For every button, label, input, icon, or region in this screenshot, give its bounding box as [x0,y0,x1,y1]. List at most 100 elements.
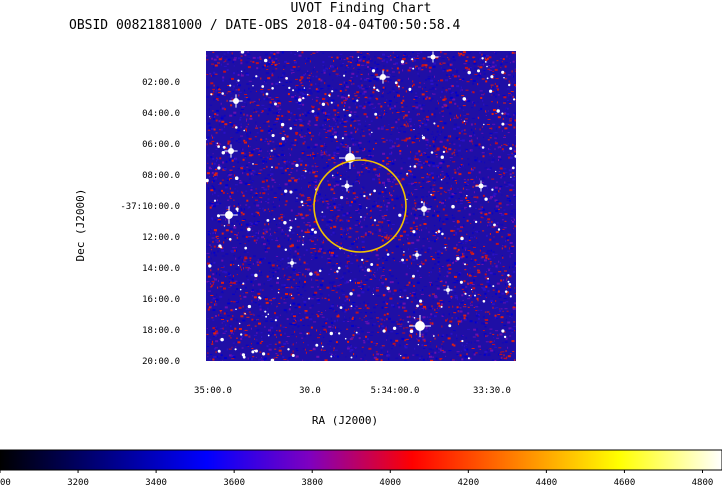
noise-speck [247,53,251,55]
noise-speck [309,297,312,299]
noise-speck [462,187,464,190]
noise-speck [395,339,399,342]
noise-speck [448,237,450,240]
noise-speck [386,205,389,208]
noise-speck [417,72,419,75]
noise-speck [333,119,335,121]
noise-speck [392,197,396,200]
noise-speck [243,153,247,155]
noise-speck [464,66,468,69]
noise-speck [292,191,294,193]
noise-speck [251,318,254,321]
noise-speck [212,277,215,279]
noise-speck [466,348,469,351]
noise-speck [405,359,408,361]
noise-speck [513,194,516,197]
noise-speck [272,268,275,269]
noise-speck [246,333,248,335]
noise-speck [457,307,460,310]
noise-speck [491,220,493,223]
noise-speck [491,161,494,163]
noise-speck [471,58,475,60]
noise-speck [224,56,228,58]
noise-speck [335,291,338,293]
noise-speck [495,191,498,193]
noise-speck [488,64,491,66]
noise-speck [509,315,511,317]
noise-speck [236,236,238,239]
noise-speck [303,303,306,306]
noise-speck [305,230,307,232]
noise-speck [512,307,516,310]
noise-speck [230,191,234,194]
noise-speck [445,319,447,322]
noise-speck [307,122,310,125]
noise-speck [510,91,514,93]
noise-speck [395,62,399,65]
noise-speck [446,246,448,248]
noise-speck [280,153,284,156]
noise-speck [271,272,275,274]
noise-speck [437,351,440,353]
noise-speck [231,354,235,356]
noise-speck [394,142,396,144]
noise-speck [343,213,347,215]
noise-speck [420,69,424,71]
noise-speck [483,245,485,247]
noise-speck [331,174,333,176]
noise-speck [230,300,233,302]
noise-speck [467,328,470,330]
noise-speck [262,93,264,96]
noise-speck [434,296,438,299]
noise-speck [240,207,242,210]
noise-speck [454,278,456,281]
noise-speck [416,338,418,340]
noise-speck [465,148,468,150]
noise-speck [473,226,475,229]
noise-speck [491,158,495,161]
noise-speck [495,205,499,208]
noise-speck [425,326,428,329]
noise-speck [271,210,274,212]
noise-speck [467,179,469,181]
noise-speck [335,138,337,140]
noise-speck [294,124,298,126]
noise-speck [485,105,489,107]
noise-speck [326,206,329,209]
noise-speck [417,264,419,266]
noise-speck [386,301,388,303]
noise-speck [387,296,389,299]
noise-speck [416,270,419,272]
noise-speck [317,193,321,196]
noise-speck [281,51,284,54]
noise-speck [333,125,336,127]
noise-speck [244,54,247,57]
noise-speck [512,95,514,98]
noise-speck [294,54,297,56]
noise-speck [226,224,230,226]
noise-speck [207,162,209,164]
noise-speck [343,306,345,309]
noise-speck [283,302,287,304]
noise-speck [247,58,251,59]
noise-speck [313,222,317,223]
noise-speck [280,297,282,300]
noise-speck [301,152,304,155]
noise-speck [491,93,495,96]
noise-speck [211,343,214,345]
noise-speck [368,133,371,136]
noise-speck [343,94,345,96]
noise-speck [316,51,319,53]
noise-speck [237,88,240,91]
noise-speck [354,224,358,226]
noise-speck [263,359,266,361]
noise-speck [249,131,251,134]
noise-speck [434,115,436,118]
noise-speck [213,65,215,68]
noise-speck [405,184,408,187]
noise-speck [234,57,237,59]
noise-speck [417,299,421,301]
noise-speck [465,286,468,288]
noise-speck [258,230,260,232]
noise-speck [354,126,356,129]
